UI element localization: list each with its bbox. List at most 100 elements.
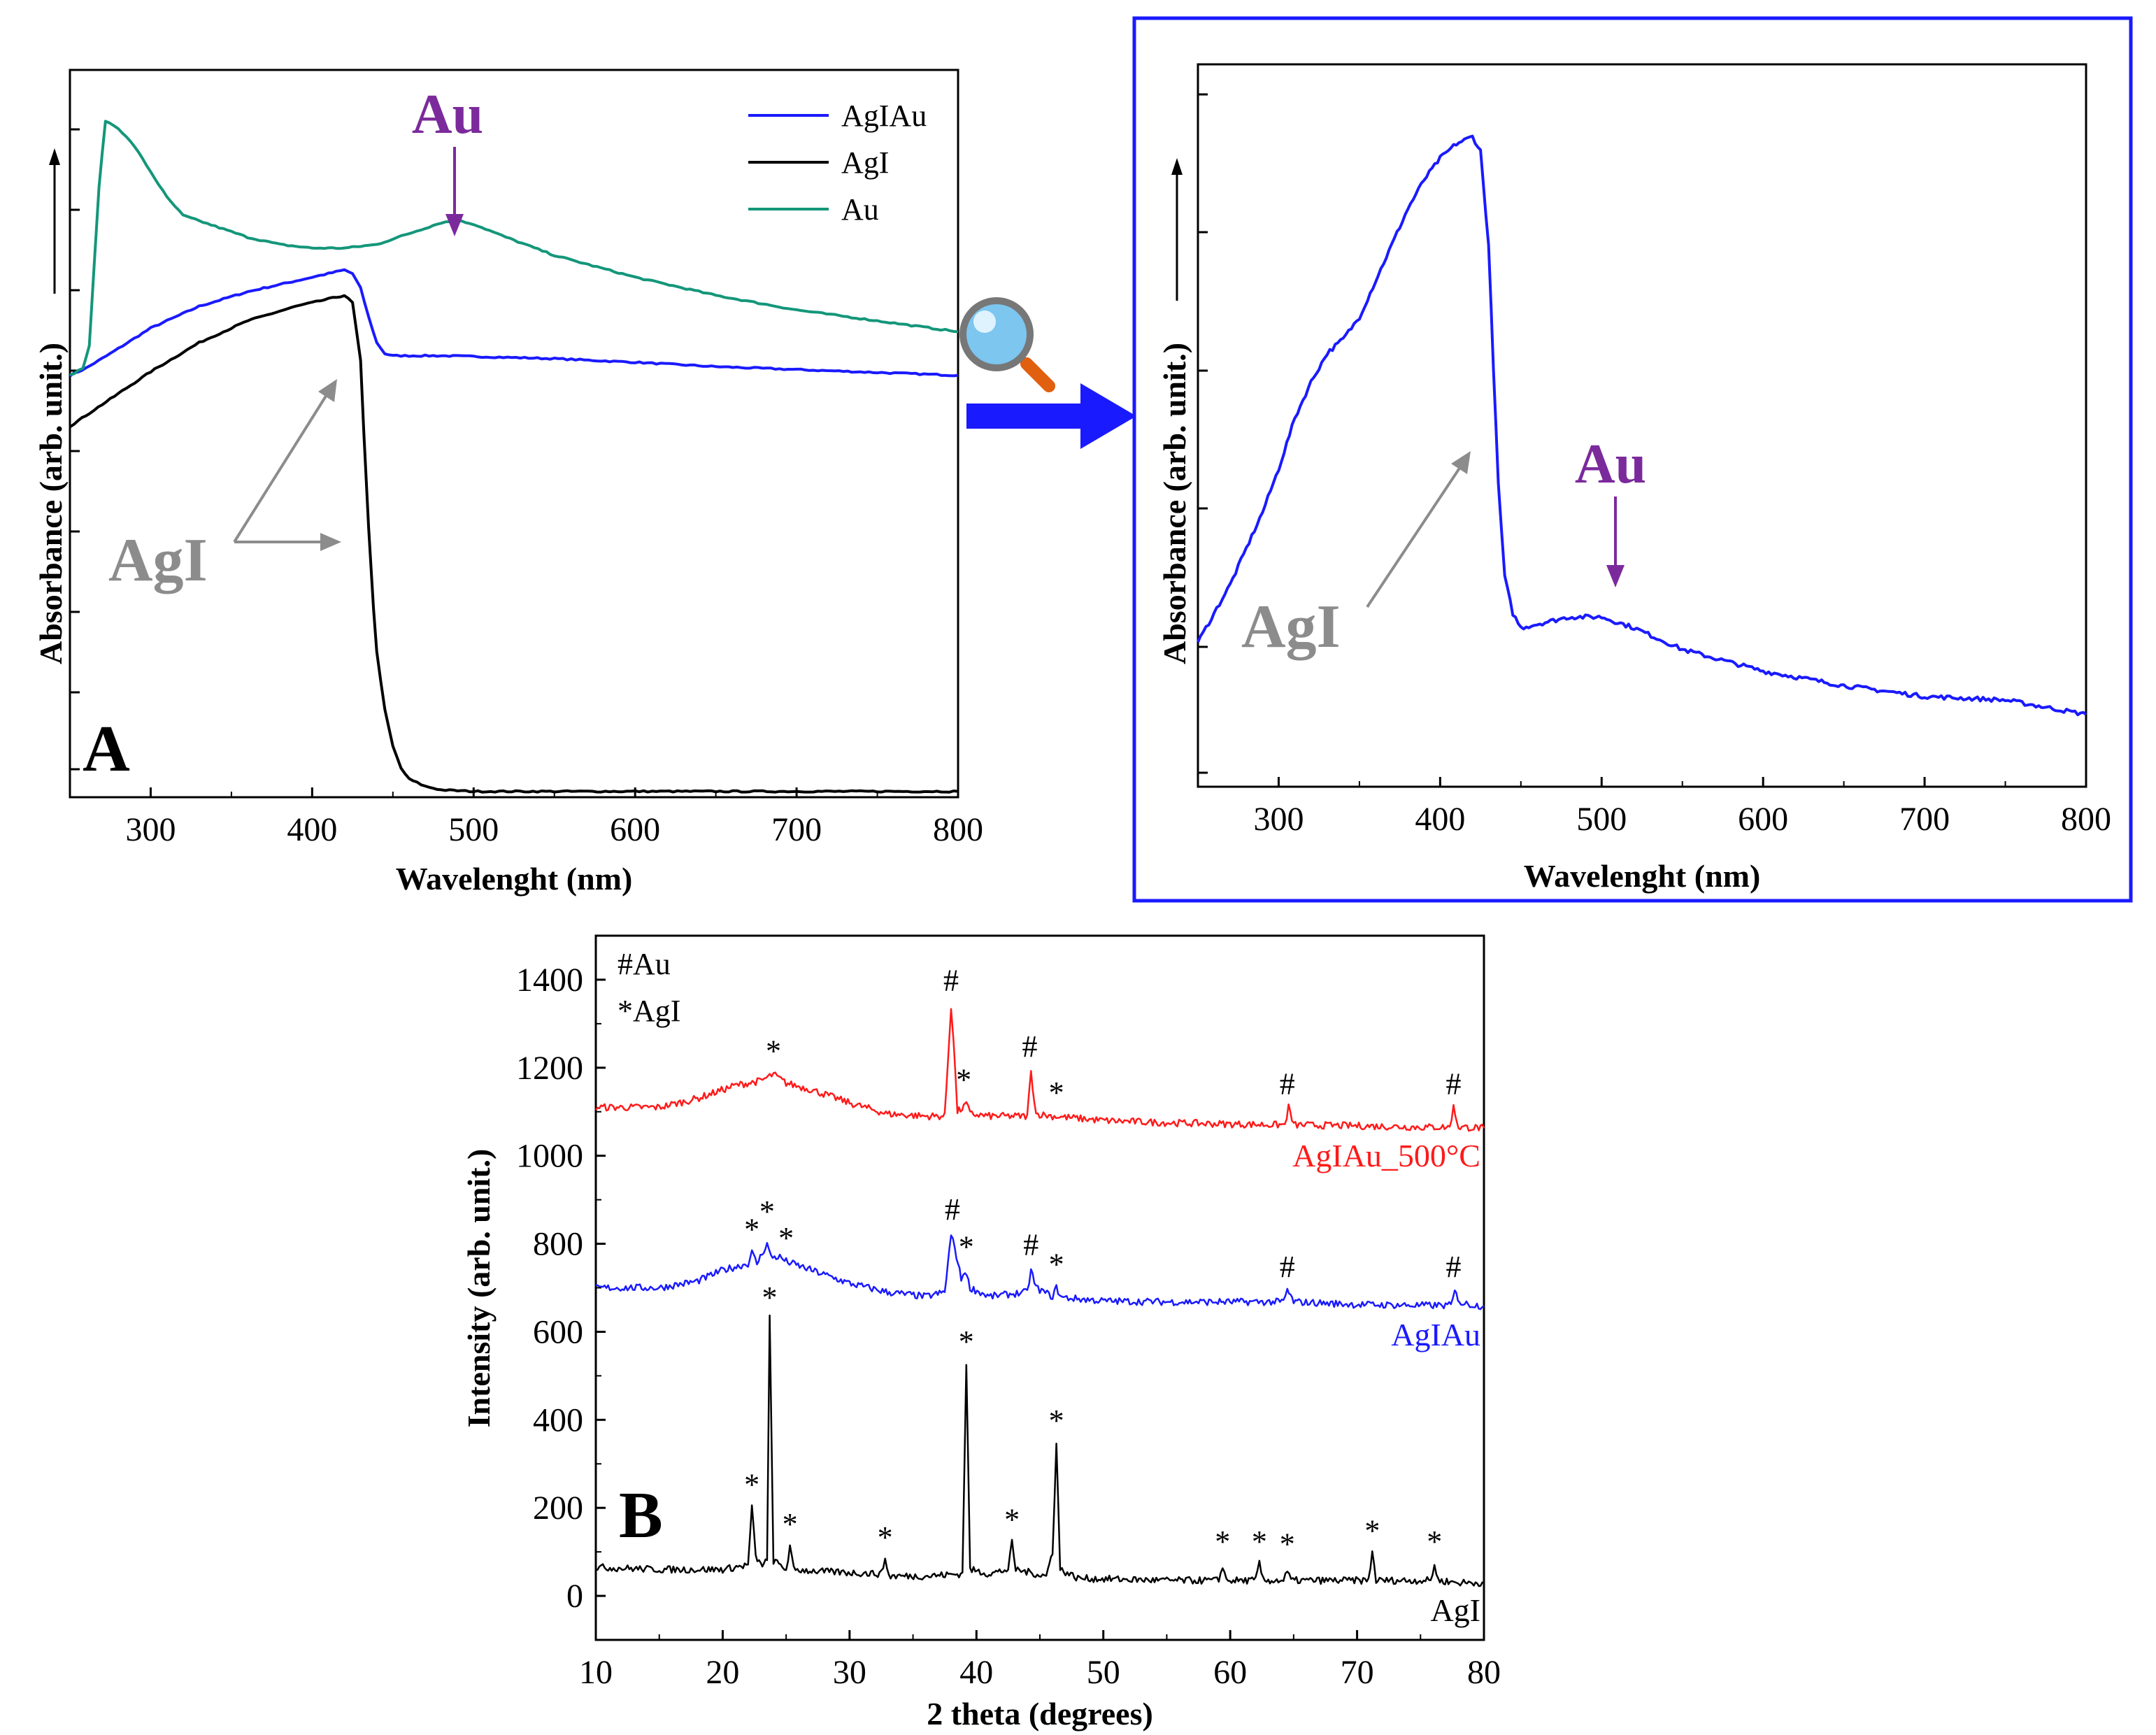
panel-a-legend: AgIAu AgI Au [748,99,927,227]
zoom-agi-arrow-line [1366,464,1463,608]
zoom-ticks: 300 400 500 600 700 800 [1197,93,2111,838]
arrow-right-icon [966,383,1136,449]
series-line-agi [69,294,959,794]
peak-marker-agi: * [744,1467,759,1501]
panel-a-y-axis-label: Absorbance (arb. unit.) [33,343,69,664]
legend-label-agiau: AgIAu [841,99,927,133]
peak-marker-agi: * [1049,1248,1064,1282]
peak-marker-agi: * [759,1194,775,1229]
panel-b-y-axis-label: Intensity (arb. unit.) [461,1149,497,1428]
peak-marker-agi: * [783,1507,798,1541]
x-tick-label: 700 [771,811,822,848]
x-tick-label: 60 [1213,1654,1247,1691]
zoom-y-axis-arrowhead-icon [1171,158,1183,175]
y-tick-label: 200 [533,1490,583,1527]
x-tick-label: 80 [1467,1654,1501,1691]
x-tick-label: 600 [1738,801,1788,838]
y-tick-label: 800 [533,1226,583,1263]
x-tick-label: 40 [959,1654,993,1691]
panel-b-peak-markers: *#*#* # #***#* #* # #*** ***** * * * * [744,964,1461,1562]
series-label-agi: AgI [1430,1592,1480,1628]
panel-a-series [69,120,959,794]
peak-marker-au: # [945,1192,960,1227]
peak-marker-au: # [1023,1227,1038,1262]
peak-marker-agi: * [766,1034,781,1068]
panel-a-ticks: 300 400 500 600 700 800 [69,128,983,848]
panel-b-legend-agi: *AgI [617,994,680,1028]
peak-marker-au: # [943,964,959,998]
peak-marker-au: # [1280,1250,1295,1284]
zoom-au-annotation: Au [1575,434,1646,495]
zoom-y-axis-label: Absorbance (arb. unit.) [1157,343,1192,664]
series-line-agiau [595,1234,1485,1311]
legend-label-agi: AgI [841,145,889,180]
panel-a-letter: A [83,713,130,785]
magnifier-icon [959,297,1055,392]
x-tick-label: 300 [1253,801,1304,838]
panel-a-uv-vis-chart: 300 400 500 600 700 800 Absorbance (arb. unit… [33,69,983,897]
zoom-au-arrowhead-icon [1606,565,1625,587]
peak-marker-agi: * [1252,1525,1267,1559]
panel-a-plot-frame [69,69,959,799]
panel-a-agi-arrowhead-upper-icon [318,379,337,402]
peak-marker-agi: * [959,1325,974,1359]
panel-a-x-axis-label: Wavelenght (nm) [396,861,633,897]
x-tick-label: 70 [1341,1654,1374,1691]
panel-b-letter: B [619,1479,663,1552]
peak-marker-agi: * [959,1229,974,1264]
series-line-agiau-500-c [595,1008,1485,1132]
peak-marker-agi: * [1049,1404,1064,1438]
zoom-agi-annotation: AgI [1241,593,1341,661]
peak-marker-agi: * [1280,1527,1295,1561]
x-tick-label: 400 [1415,801,1465,838]
y-tick-label: 1400 [516,962,583,999]
peak-marker-agi: * [762,1280,778,1315]
legend-label-au: Au [841,192,879,227]
peak-marker-agi: * [1049,1076,1064,1110]
series-line-au [69,120,959,376]
x-tick-label: 500 [448,811,499,848]
zoom-highlight-frame [1132,16,2133,903]
x-tick-label: 700 [1899,801,1950,838]
peak-marker-agi: * [1215,1525,1230,1559]
zoom-agi-arrowhead-icon [1451,451,1471,474]
panel-a-agi-arrowhead-lower-icon [320,533,341,551]
panel-b-xrd-chart: 10 20 30 40 50 60 70 80020040060080010001200140… [461,934,1501,1732]
x-tick-label: 10 [579,1654,613,1691]
x-tick-label: 800 [933,811,983,848]
y-tick-label: 400 [533,1401,583,1438]
y-tick-label: 1200 [516,1050,583,1087]
panel-b-legend-au: #Au [617,947,671,981]
panel-b-plot-frame [594,934,1485,1641]
panel-zoom-uv-vis-chart: 300 400 500 600 700 800 Absorbance (arb. unit… [1132,16,2133,903]
y-tick-label: 0 [566,1578,583,1615]
peak-marker-agi: * [1004,1503,1020,1537]
panel-a-agi-annotation: AgI [108,527,208,594]
peak-marker-agi: * [1427,1525,1442,1559]
x-tick-label: 20 [706,1654,739,1691]
x-tick-label: 400 [287,811,337,848]
panel-a-au-annotation: Au [412,84,483,145]
series-label-agiau-500: AgIAu_500°C [1292,1138,1480,1173]
panel-b-ticks: 10 20 30 40 50 60 70 80020040060080010001200140… [516,962,1501,1691]
series-label-agiau: AgIAu [1391,1317,1480,1352]
series-line-agi [595,1314,1485,1587]
peak-marker-au: # [1280,1067,1295,1101]
peak-marker-au: # [1022,1029,1037,1064]
panel-a-y-axis-arrowhead-icon [49,148,60,165]
zoom-plot-frame [1197,63,2087,788]
panel-a-au-arrowhead-icon [445,214,464,236]
peak-marker-agi: * [778,1221,794,1255]
x-tick-label: 500 [1576,801,1627,838]
x-tick-label: 800 [2061,801,2111,838]
y-tick-label: 1000 [516,1138,583,1175]
series-line-agiau [1197,134,2087,717]
peak-marker-au: # [1445,1250,1461,1284]
panel-b-series [595,1008,1485,1587]
panel-a-agi-arrow-line-upper [233,390,330,543]
x-tick-label: 50 [1087,1654,1120,1691]
series-line-agiau [69,268,959,378]
x-tick-label: 600 [610,811,660,848]
x-tick-label: 300 [125,811,176,848]
